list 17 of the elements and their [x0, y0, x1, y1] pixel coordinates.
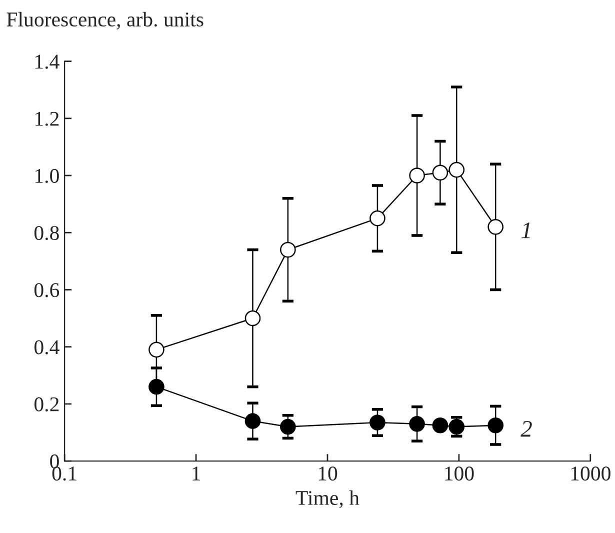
y-tick-label: 1.2 — [36, 112, 59, 126]
x-tick-label: 0.1 — [52, 466, 76, 481]
x-tick-label: 100 — [445, 466, 474, 481]
series-label: 2 — [520, 420, 532, 437]
y-tick-label: 1.0 — [36, 168, 59, 184]
x-tick-label: 1 — [192, 466, 200, 480]
y-tick-label: 1.4 — [36, 54, 60, 69]
y-tick-label: 0.8 — [34, 226, 59, 240]
y-axis-title: Fluorescence, arb. units — [6, 12, 204, 30]
y-tick-label: 0.6 — [34, 283, 60, 298]
y-tick-label: 0.4 — [34, 340, 60, 354]
x-axis-title: Time, h — [296, 490, 360, 508]
x-tick-label: 10 — [318, 466, 338, 481]
y-tick-label: 0 — [50, 454, 59, 468]
series-label: 1 — [521, 222, 530, 238]
x-tick-label: 1000 — [571, 466, 610, 481]
y-tick-label: 0.2 — [34, 397, 59, 412]
